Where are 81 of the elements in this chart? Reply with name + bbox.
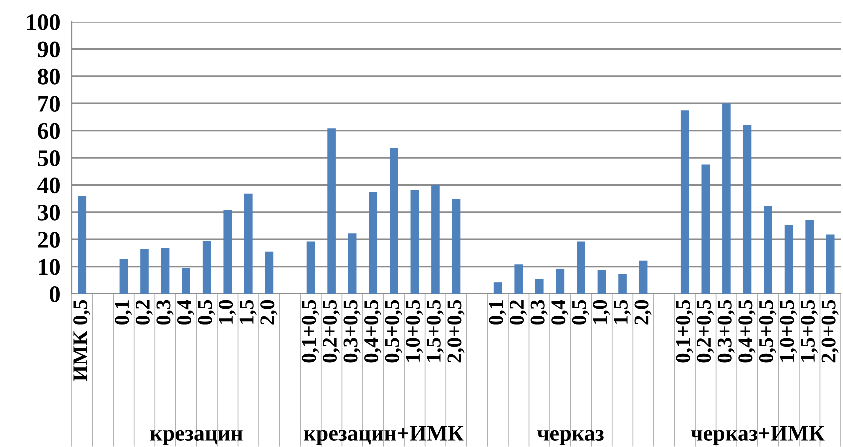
y-tick-label: 50 <box>38 150 60 166</box>
y-tick-label: 20 <box>38 232 60 248</box>
bar <box>182 268 190 294</box>
y-tick-label: 0 <box>50 286 60 302</box>
y-tick-label: 80 <box>38 68 60 85</box>
y-tick-label: 100 <box>27 14 60 30</box>
bar <box>743 125 752 294</box>
bar <box>618 274 627 294</box>
bar <box>535 279 544 294</box>
x-tick-label: 1,5 <box>240 300 257 324</box>
bar <box>806 220 814 294</box>
x-tick-label: 1,5+0,5 <box>426 300 444 362</box>
bar <box>120 259 128 294</box>
bar <box>369 192 378 294</box>
bar <box>265 252 274 294</box>
bar <box>306 242 316 294</box>
x-tick-label: 2,0+0,5 <box>822 300 839 363</box>
x-tick-label: 0,1 <box>489 300 506 325</box>
y-tick-label: 10 <box>39 259 60 276</box>
text: крезацин+ИМК <box>304 426 464 446</box>
x-tick-label: 2,0+0,5 <box>448 300 465 363</box>
x-tick-label: 0,5 <box>198 300 216 325</box>
bar <box>348 234 357 294</box>
x-tick-label: 0,5+0,5 <box>759 300 776 363</box>
bar <box>680 110 690 294</box>
bar <box>410 190 420 294</box>
bar <box>202 240 212 294</box>
x-tick-label: 2,0 <box>634 300 652 325</box>
x-tick-label: 2,0 <box>260 300 278 325</box>
x-tick-label: 0,1 <box>115 300 132 325</box>
bar <box>826 234 835 294</box>
bar <box>556 268 565 294</box>
x-tick-label: 0,5+0,5 <box>385 300 402 363</box>
x-tick-label: 1,0+0,5 <box>780 300 798 362</box>
bar <box>639 260 648 294</box>
x-tick-label: 0,2+0,5 <box>322 300 340 363</box>
bar <box>140 249 149 294</box>
x-tick-label: 0,1+0,5 <box>302 300 320 363</box>
bar <box>764 206 772 294</box>
x-tick-label: 0,4 <box>177 300 195 325</box>
x-tick-label: 1,5+0,5 <box>800 300 818 362</box>
x-tick-label: 0,4+0,5 <box>738 300 756 363</box>
x-tick-label: 1,5 <box>614 300 632 324</box>
bar <box>224 210 232 294</box>
x-tick-label: 0,3+0,5 <box>344 300 361 363</box>
x-tick-label: 1,0 <box>593 300 610 324</box>
bar <box>494 282 502 294</box>
x-tick-label: 0,4 <box>552 300 569 325</box>
x-tick-label: 0,3 <box>156 300 174 325</box>
x-tick-label: 0,4+0,5 <box>364 300 382 363</box>
bar <box>702 164 710 294</box>
x-tick-label: 1,0+0,5 <box>406 300 424 362</box>
x-tick-label: 0,3 <box>530 300 548 325</box>
bar <box>161 248 170 294</box>
bar <box>722 104 731 294</box>
y-tick-label: 40 <box>38 178 60 194</box>
x-tick-label: 0,2 <box>510 300 528 325</box>
x-tick-label: 0,2 <box>136 300 153 325</box>
bar <box>784 225 794 294</box>
y-tick-label: 70 <box>38 96 60 112</box>
x-tick-label: 0,1+0,5 <box>676 300 694 363</box>
text: крезацин <box>150 430 243 446</box>
bar <box>244 194 253 294</box>
x-tick-label: ИМК 0,5 <box>74 300 91 382</box>
bar <box>514 264 524 294</box>
x-tick-label: 1,0 <box>219 300 236 324</box>
bar <box>598 270 606 294</box>
bar <box>390 148 398 294</box>
bar <box>432 185 440 294</box>
y-tick-label: 30 <box>38 204 60 221</box>
y-tick-label: 90 <box>38 42 60 58</box>
bar <box>452 199 461 294</box>
bar <box>577 242 586 294</box>
y-tick-label: 60 <box>38 123 60 140</box>
text: черказ <box>538 430 604 446</box>
text: черказ+ИМК <box>691 426 825 446</box>
bar <box>78 196 87 294</box>
bar <box>328 128 336 294</box>
x-tick-label: 0,3+0,5 <box>718 300 735 363</box>
x-tick-label: 0,5 <box>572 300 590 325</box>
x-tick-label: 0,2+0,5 <box>697 300 714 363</box>
